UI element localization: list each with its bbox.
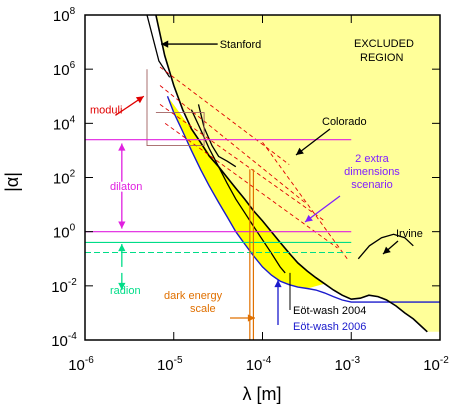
excluded-region-fill xyxy=(155,15,440,332)
radion-down-arrow xyxy=(118,272,126,291)
extra-dimensions-arrow-shaft xyxy=(304,195,341,223)
moduli-label: moduli xyxy=(90,104,122,116)
current-bound-curve xyxy=(155,15,428,333)
x-tick-label: 10-2 xyxy=(423,355,449,374)
moduli-arrow-head xyxy=(135,96,144,104)
colorado-arrow-head xyxy=(296,147,304,155)
dark-energy-arrow-head xyxy=(247,314,255,322)
eotwash-2006-arrow-head xyxy=(274,280,282,288)
dilaton-label: dilaton xyxy=(110,181,142,193)
colorado-curve xyxy=(197,104,237,168)
stanford-arrow-head xyxy=(161,40,169,48)
colorado-arrow xyxy=(295,128,331,156)
eotwash-2006-label: Eöt-wash 2006 xyxy=(293,321,366,333)
dilaton-down-arrow xyxy=(118,191,126,229)
dashed-prediction-line xyxy=(262,141,348,260)
x-tick-label: 10-4 xyxy=(246,355,272,374)
irvine-arrow-head xyxy=(383,246,391,254)
colorado-label: Colorado xyxy=(322,116,367,128)
colorado-arrow-shaft xyxy=(295,128,331,156)
dilaton-up-arrow-head xyxy=(118,143,126,151)
y-tick-label: 102 xyxy=(53,169,76,188)
stanford-label: Stanford xyxy=(220,39,262,51)
extra-dimensions-label-line3: scenario xyxy=(351,179,393,191)
y-tick-label: 104 xyxy=(53,114,76,133)
dashed-prediction-line xyxy=(159,104,325,222)
y-axis-label: |α| xyxy=(2,172,22,192)
plot-area xyxy=(85,15,440,340)
irvine-arrow xyxy=(382,240,399,255)
radion-up-arrow xyxy=(118,244,126,267)
moduli-region-outline xyxy=(146,69,205,147)
x-tick-label: 10-3 xyxy=(334,355,360,374)
eotwash-2004-label: Eöt-wash 2004 xyxy=(293,305,366,317)
x-tick-label: 10-5 xyxy=(157,355,183,374)
extra-dimensions-label-line2: dimensions xyxy=(344,166,400,178)
dark-energy-arrow xyxy=(230,314,255,322)
dilaton-down-arrow-head xyxy=(118,221,126,229)
eotwash-2006-curve xyxy=(166,96,440,303)
dilaton-up-arrow xyxy=(118,143,126,182)
irvine-label: Irvine xyxy=(396,228,423,240)
excluded-region-label-line1: EXCLUDED xyxy=(354,38,414,50)
x-axis-label: λ [m] xyxy=(243,384,282,404)
excluded-region-label-line2: REGION xyxy=(360,52,403,64)
dashed-prediction-line xyxy=(159,66,290,165)
y-tick-label: 10-4 xyxy=(51,331,77,350)
dark-energy-label-line1: dark energy xyxy=(164,290,223,302)
y-tick-label: 100 xyxy=(53,223,76,242)
y-tick-label: 10-2 xyxy=(51,277,77,296)
x-tick-label: 10-6 xyxy=(68,355,94,374)
y-tick-label: 106 xyxy=(53,60,76,79)
extra-dimensions-arrow xyxy=(304,195,341,223)
radion-down-arrow-head xyxy=(118,282,126,291)
y-tick-label: 108 xyxy=(53,6,76,25)
eotwash-2006-arrow xyxy=(274,280,282,325)
dashed-prediction-line xyxy=(159,85,306,203)
extra-dimensions-label-line1: 2 extra xyxy=(355,153,390,165)
radion-label: radion xyxy=(110,285,141,297)
stanford-arrow xyxy=(161,40,218,48)
annotations: Stanford EXCLUDED REGION moduli Colorado 2 ex… xyxy=(90,38,423,333)
irvine-curve xyxy=(357,233,414,260)
moduli-arrow xyxy=(115,95,145,116)
radion-up-arrow-head xyxy=(118,244,126,252)
extra-dimensions-arrow-head xyxy=(305,214,313,222)
dashed-prediction-line xyxy=(164,122,338,249)
eotwash-2004-curve xyxy=(190,109,286,274)
dark-energy-label-line2: scale xyxy=(190,303,216,315)
